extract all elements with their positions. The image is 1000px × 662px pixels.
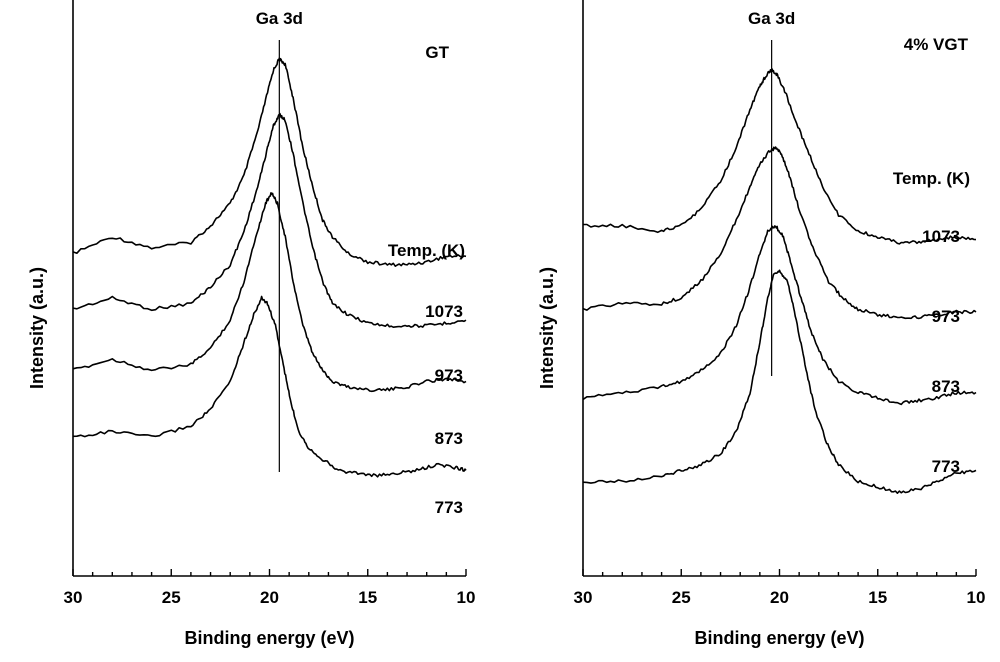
x-tick-label: 30 [574,588,593,607]
x-tick-label: 30 [64,588,83,607]
series-line-973 [582,146,977,320]
x-tick-label: 15 [358,588,377,607]
x-axis-title: Binding energy (eV) [694,628,864,648]
x-tick-label: 20 [260,588,279,607]
x-tick-label: 25 [162,588,181,607]
sample-label: GT [425,43,449,62]
series-label-1073: 1073 [922,227,960,246]
series-line-1073 [72,57,467,267]
x-tick-label: 10 [967,588,986,607]
peak-label: Ga 3d [256,9,303,28]
series-line-873 [72,192,467,393]
chart-panel-right: 30 25 20 15 10 Binding energy (eV) Intensity (… [537,0,985,648]
series-label-973: 973 [932,307,960,326]
series-label-973: 973 [435,366,463,385]
series-line-973 [72,112,467,328]
series-line-1073 [583,68,977,245]
y-axis-title: Intensity (a.u.) [537,267,557,389]
x-tick-label: 25 [672,588,691,607]
series-line-873 [582,225,977,406]
x-tick-label: 10 [457,588,476,607]
chart-panel-left: 30 25 20 15 10 Binding energy (eV) Intensity (… [27,0,475,648]
legend-title: Temp. (K) [388,241,465,260]
y-axis-title: Intensity (a.u.) [27,267,47,389]
series-label-873: 873 [435,429,463,448]
series-label-873: 873 [932,377,960,396]
peak-label: Ga 3d [748,9,795,28]
series-label-773: 773 [932,457,960,476]
series-label-1073: 1073 [425,302,463,321]
x-tick-label: 15 [868,588,887,607]
legend-title: Temp. (K) [893,169,970,188]
series-line-773 [72,295,467,478]
series-line-773 [582,269,977,494]
x-axis-title: Binding energy (eV) [184,628,354,648]
x-tick-label: 20 [770,588,789,607]
series-label-773: 773 [435,498,463,517]
sample-label: 4% VGT [904,35,969,54]
